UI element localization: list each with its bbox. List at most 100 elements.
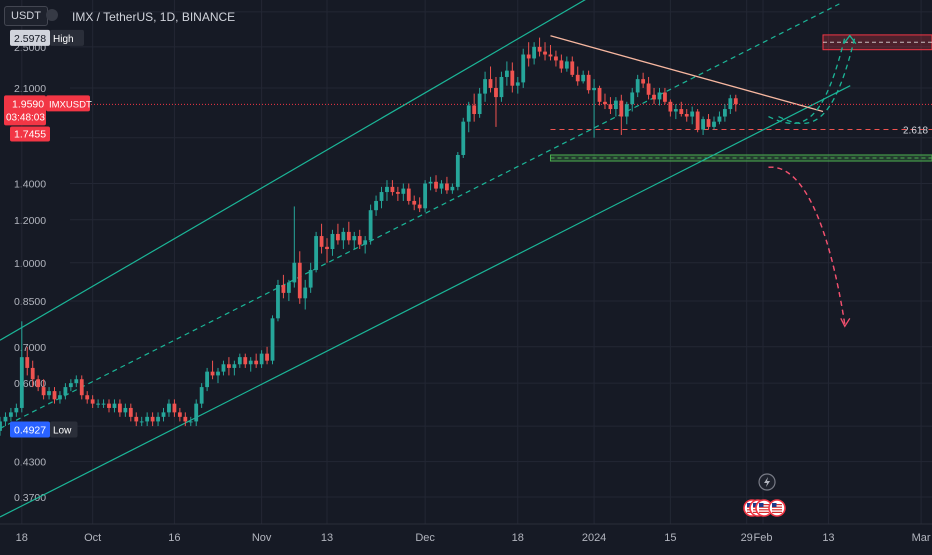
- candle-body[interactable]: [145, 416, 150, 422]
- candle-body[interactable]: [107, 403, 111, 408]
- candle-body[interactable]: [450, 186, 455, 191]
- candle-body[interactable]: [406, 188, 411, 201]
- candle-body[interactable]: [330, 233, 335, 250]
- candle-body[interactable]: [554, 56, 558, 61]
- candle-body[interactable]: [564, 61, 569, 69]
- candle-body[interactable]: [543, 51, 547, 55]
- candle-body[interactable]: [673, 109, 678, 112]
- candle-body[interactable]: [477, 93, 482, 115]
- candle-body[interactable]: [112, 403, 117, 408]
- candle-body[interactable]: [717, 116, 722, 122]
- candle-body[interactable]: [434, 181, 438, 189]
- candle-body[interactable]: [68, 383, 73, 388]
- candle-body[interactable]: [368, 210, 373, 241]
- candle-body[interactable]: [30, 367, 35, 380]
- candle-body[interactable]: [227, 364, 231, 368]
- candle-body[interactable]: [47, 391, 51, 396]
- candle-body[interactable]: [439, 183, 444, 189]
- candle-body[interactable]: [363, 240, 368, 245]
- candle-body[interactable]: [445, 183, 449, 191]
- candle-body[interactable]: [385, 186, 389, 193]
- candle-body[interactable]: [466, 105, 471, 122]
- candle-body[interactable]: [167, 403, 171, 413]
- candle-body[interactable]: [619, 100, 624, 117]
- candle-body[interactable]: [679, 109, 684, 115]
- candle-body[interactable]: [690, 111, 695, 117]
- candle-body[interactable]: [341, 231, 346, 241]
- candle-body[interactable]: [510, 70, 515, 86]
- candle-body[interactable]: [624, 104, 629, 117]
- candle-body[interactable]: [8, 412, 13, 417]
- candle-body[interactable]: [128, 407, 133, 417]
- candle-body[interactable]: [243, 357, 248, 365]
- candle-body[interactable]: [613, 100, 618, 110]
- candle-body[interactable]: [14, 407, 19, 413]
- candle-body[interactable]: [657, 92, 662, 100]
- candle-body[interactable]: [336, 233, 340, 241]
- candle-body[interactable]: [712, 121, 716, 127]
- candle-body[interactable]: [603, 101, 607, 105]
- candle-body[interactable]: [504, 70, 509, 77]
- candle-body[interactable]: [668, 101, 673, 112]
- projection-up-path[interactable]: [768, 37, 846, 124]
- candle-body[interactable]: [286, 282, 291, 293]
- candle-body[interactable]: [597, 87, 602, 102]
- candle-body[interactable]: [472, 105, 477, 115]
- descending-trendline[interactable]: [550, 35, 824, 113]
- candle-body[interactable]: [292, 262, 297, 283]
- channel-lower-line[interactable]: [0, 85, 851, 518]
- candle-body[interactable]: [194, 403, 199, 422]
- candle-body[interactable]: [276, 284, 280, 319]
- candle-body[interactable]: [52, 391, 57, 400]
- candle-body[interactable]: [259, 353, 264, 365]
- candle-body[interactable]: [521, 54, 526, 83]
- candle-body[interactable]: [150, 416, 155, 422]
- candle-body[interactable]: [592, 87, 596, 91]
- candle-body[interactable]: [581, 74, 586, 82]
- candle-body[interactable]: [41, 387, 46, 396]
- candle-body[interactable]: [570, 61, 575, 75]
- candle-body[interactable]: [608, 104, 613, 110]
- candle-body[interactable]: [139, 421, 144, 423]
- candle-body[interactable]: [0, 421, 2, 431]
- candle-body[interactable]: [79, 379, 84, 396]
- candle-body[interactable]: [177, 412, 182, 417]
- candle-body[interactable]: [308, 269, 313, 288]
- candle-body[interactable]: [499, 76, 504, 98]
- candle-body[interactable]: [379, 192, 384, 201]
- candle-body[interactable]: [101, 403, 106, 405]
- candle-body[interactable]: [270, 318, 275, 361]
- candle-body[interactable]: [733, 98, 738, 105]
- candle-body[interactable]: [635, 79, 640, 93]
- candle-body[interactable]: [58, 395, 62, 400]
- candle-body[interactable]: [74, 379, 79, 384]
- channel-upper-line[interactable]: [0, 0, 589, 341]
- candle-body[interactable]: [428, 181, 433, 184]
- candle-body[interactable]: [357, 236, 362, 245]
- candle-body[interactable]: [401, 188, 406, 194]
- candle-body[interactable]: [156, 416, 160, 422]
- candle-body[interactable]: [352, 236, 357, 241]
- candle-body[interactable]: [254, 360, 259, 365]
- candle-body[interactable]: [248, 360, 253, 365]
- candle-body[interactable]: [96, 403, 101, 405]
- candle-body[interactable]: [728, 98, 733, 110]
- candle-body[interactable]: [232, 364, 237, 368]
- candle-body[interactable]: [205, 371, 210, 388]
- candle-body[interactable]: [423, 183, 428, 209]
- candle-body[interactable]: [210, 371, 215, 376]
- candle-body[interactable]: [701, 119, 705, 130]
- candle-body[interactable]: [494, 87, 498, 98]
- candle-body[interactable]: [575, 74, 580, 82]
- candle-body[interactable]: [488, 79, 493, 88]
- candle-body[interactable]: [297, 262, 302, 299]
- candle-body[interactable]: [515, 82, 520, 86]
- candle-body[interactable]: [117, 403, 122, 413]
- candle-body[interactable]: [237, 357, 242, 365]
- candle-body[interactable]: [19, 357, 24, 408]
- candle-body[interactable]: [706, 119, 711, 127]
- candle-body[interactable]: [722, 109, 727, 117]
- candle-body[interactable]: [461, 121, 466, 155]
- candle-body[interactable]: [161, 412, 166, 417]
